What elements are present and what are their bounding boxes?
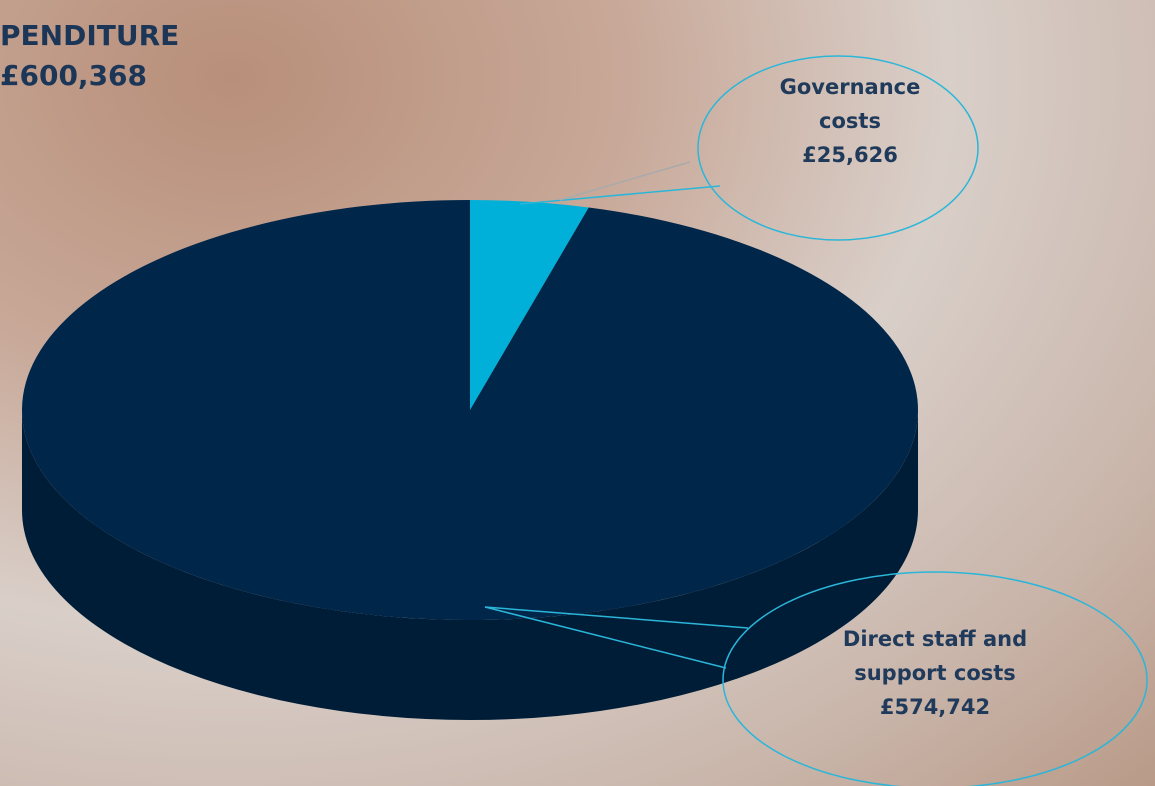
value-label: £574,742 (810, 690, 1060, 724)
category-label: Direct staff and support costs (810, 622, 1060, 690)
leader-line (520, 186, 720, 204)
slice-label: Direct staff and support costs £574,742 (810, 622, 1060, 724)
chart-subtitle: £600,368 (0, 56, 147, 96)
value-label: £25,626 (770, 138, 930, 172)
pie-tops (22, 200, 918, 620)
category-label: Governance costs (770, 70, 930, 138)
chart-title: PENDITURE (0, 16, 179, 56)
pie-slice (22, 200, 918, 620)
page: PENDITURE £600,368 Governance costs £25,… (0, 0, 1155, 786)
slice-label: Governance costs £25,626 (770, 70, 930, 172)
